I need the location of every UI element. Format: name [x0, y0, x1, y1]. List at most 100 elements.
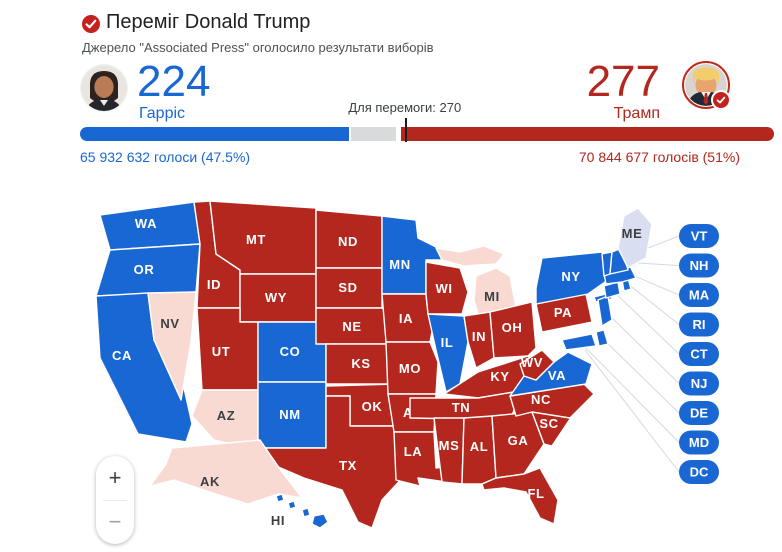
- pill-ri[interactable]: RI: [679, 312, 719, 337]
- state-label-ny: NY: [561, 269, 580, 284]
- connector-line: [629, 273, 680, 296]
- state-label-ks: KS: [351, 356, 370, 371]
- state-label-wv: WV: [521, 355, 543, 370]
- state-hi[interactable]: [275, 493, 285, 503]
- harris-avatar: [81, 65, 127, 111]
- state-md[interactable]: [561, 333, 597, 351]
- connector-line: [579, 341, 680, 443]
- pill-md[interactable]: MD: [679, 430, 719, 455]
- harris-electoral-count: 224: [137, 57, 211, 106]
- state-nv[interactable]: [147, 291, 197, 401]
- state-hi[interactable]: [301, 507, 311, 518]
- state-de[interactable]: [595, 329, 609, 347]
- state-fl[interactable]: [481, 467, 559, 525]
- svg-text:DE: DE: [690, 406, 708, 421]
- pill-ct[interactable]: CT: [679, 342, 719, 366]
- state-oh[interactable]: [489, 301, 537, 359]
- state-label-ca: CA: [112, 348, 132, 363]
- trump-winner-check-icon: [711, 90, 731, 110]
- electoral-vote-bar: Для перемоги: 270: [80, 100, 774, 142]
- state-mo[interactable]: [385, 341, 439, 395]
- state-wv[interactable]: [519, 349, 555, 381]
- state-hi[interactable]: [287, 500, 297, 510]
- svg-text:NJ: NJ: [691, 376, 708, 391]
- trump-name: Трамп: [613, 105, 660, 122]
- state-label-oh: OH: [502, 320, 523, 335]
- svg-text:CT: CT: [690, 347, 707, 362]
- map-zoom-control: + −: [96, 456, 134, 544]
- state-me[interactable]: [617, 207, 653, 269]
- state-label-ia: IA: [399, 311, 413, 326]
- state-label-wy: WY: [265, 290, 287, 305]
- state-label-mn: MN: [389, 257, 410, 272]
- svg-text:DC: DC: [690, 465, 709, 480]
- state-label-ga: GA: [508, 433, 529, 448]
- harris-bar-segment: [80, 127, 350, 141]
- svg-text:MA: MA: [689, 288, 710, 303]
- state-label-id: ID: [207, 277, 221, 292]
- state-label-ut: UT: [212, 344, 231, 359]
- state-label-ky: KY: [490, 369, 509, 384]
- state-label-nv: NV: [160, 316, 179, 331]
- winner-check-icon: [82, 15, 100, 33]
- undecided-bar-segment: [351, 127, 396, 141]
- state-label-mi: MI: [484, 289, 500, 304]
- state-label-wa: WA: [135, 216, 157, 231]
- svg-text:MD: MD: [689, 435, 709, 450]
- state-ak[interactable]: [149, 439, 303, 505]
- us-election-map[interactable]: WA OR CA NV ID MT WY UT CO AZ NM ND SD NE KS OK TX MN IA MO…: [80, 190, 780, 552]
- page-title: Переміг Donald Trump: [106, 11, 311, 33]
- trump-avatar: [682, 61, 731, 110]
- state-in[interactable]: [463, 311, 495, 369]
- state-nj[interactable]: [597, 295, 613, 327]
- state-label-sd: SD: [338, 280, 357, 295]
- threshold-label: Для перемоги: 270: [348, 100, 462, 115]
- threshold-tick: [404, 118, 407, 142]
- state-label-nc: NC: [531, 392, 551, 407]
- state-label-nm: NM: [279, 407, 300, 422]
- pill-nh[interactable]: NH: [679, 253, 719, 278]
- state-label-wi: WI: [435, 281, 452, 296]
- state-label-me: ME: [622, 226, 643, 241]
- svg-text:NH: NH: [690, 258, 709, 273]
- harris-popular-votes: 65 932 632 голоси (47.5%): [80, 149, 251, 165]
- pill-ma[interactable]: MA: [679, 283, 719, 307]
- state-label-ok: OK: [362, 399, 383, 414]
- state-label-il: IL: [441, 335, 454, 350]
- connector-line: [611, 289, 680, 355]
- zoom-in-button[interactable]: +: [96, 456, 134, 500]
- pill-de[interactable]: DE: [679, 401, 719, 425]
- state-label-ne: NE: [342, 319, 361, 334]
- state-label-nd: ND: [338, 234, 358, 249]
- state-label-co: CO: [280, 344, 301, 359]
- state-tx[interactable]: [257, 395, 407, 529]
- connector-line: [605, 311, 680, 384]
- state-label-mo: MO: [399, 361, 421, 376]
- trump-electoral-count: 277: [586, 57, 660, 106]
- pill-dc[interactable]: DC: [679, 460, 719, 484]
- connector-line: [627, 283, 680, 325]
- state-label-tx: TX: [339, 458, 357, 473]
- state-label-fl: FL: [527, 486, 544, 501]
- zoom-out-button[interactable]: −: [96, 501, 134, 545]
- state-mi[interactable]: [435, 245, 505, 267]
- connector-line: [584, 349, 680, 473]
- state-label-va: VA: [548, 368, 566, 383]
- connector-line: [601, 337, 680, 414]
- zoom-control-divider: [103, 499, 127, 501]
- state-ny[interactable]: [535, 251, 609, 305]
- state-label-mt: MT: [246, 232, 266, 247]
- state-label-tn: TN: [452, 400, 471, 415]
- state-label-ak: AK: [200, 474, 220, 489]
- state-wi[interactable]: [425, 261, 469, 315]
- state-hi[interactable]: [311, 513, 329, 529]
- state-label-sc: SC: [539, 416, 558, 431]
- harris-name: Гарріс: [139, 105, 186, 122]
- state-label-in: IN: [472, 329, 486, 344]
- pill-vt[interactable]: VT: [679, 224, 719, 248]
- svg-text:RI: RI: [693, 317, 706, 332]
- source-line: Джерело "Associated Press" оголосило рез…: [82, 40, 434, 55]
- pill-nj[interactable]: NJ: [679, 371, 719, 396]
- state-ms[interactable]: [433, 417, 465, 485]
- state-label-pa: PA: [554, 305, 572, 320]
